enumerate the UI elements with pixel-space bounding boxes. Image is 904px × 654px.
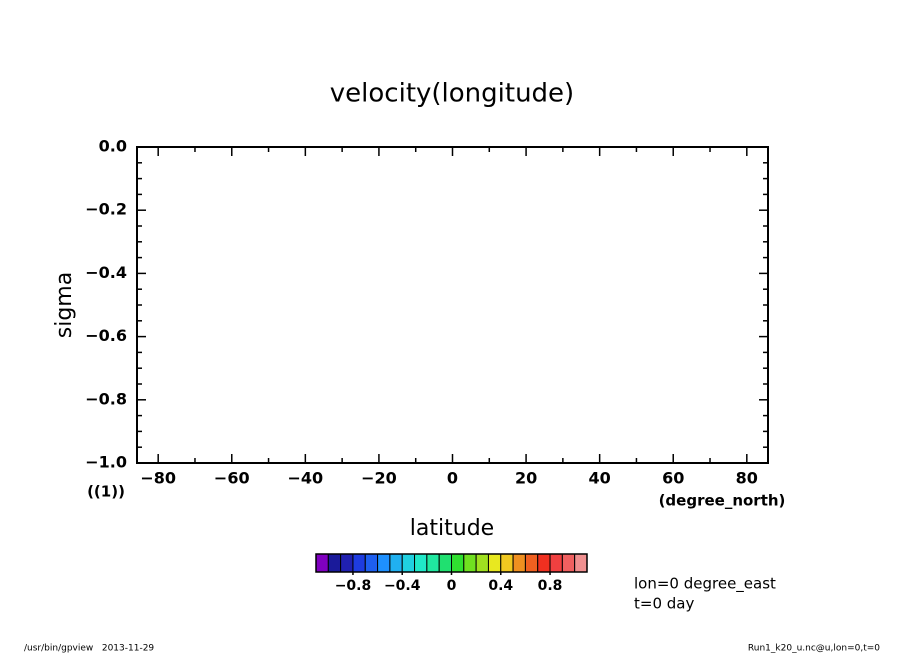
colorbar-swatch <box>377 553 391 573</box>
colorbar-tick-label: 0.4 <box>488 578 513 594</box>
y-tick-label: 0.0 <box>99 137 127 156</box>
colorbar-swatch <box>438 553 453 573</box>
y-tick-label: −0.8 <box>85 389 127 408</box>
colorbar-swatch <box>352 553 366 573</box>
colorbar-tick-label: −0.8 <box>335 578 372 594</box>
colorbar-tick-label: −0.4 <box>384 578 421 594</box>
colorbar-tick-label: 0 <box>447 578 457 594</box>
x-tick-label: 20 <box>515 469 537 488</box>
y-axis-unit: ((1)) <box>87 483 125 501</box>
x-tick-label: −20 <box>361 469 397 488</box>
colorbar-swatch <box>327 553 342 573</box>
colorbar-swatch <box>500 553 514 573</box>
colorbar-swatch <box>487 553 502 573</box>
colorbar-swatch <box>426 553 440 573</box>
x-tick-label: 80 <box>736 469 758 488</box>
colorbar-swatch <box>574 553 588 573</box>
annotation: t=0 day <box>634 595 694 613</box>
y-tick-label: −1.0 <box>85 453 127 472</box>
x-tick-label: 0 <box>447 469 458 488</box>
x-tick-label: −80 <box>140 469 176 488</box>
x-tick-label: −60 <box>214 469 250 488</box>
colorbar-swatch <box>414 553 428 573</box>
x-tick-label: 40 <box>589 469 611 488</box>
chart-title: velocity(longitude) <box>330 79 574 109</box>
colorbar-swatch <box>340 553 354 573</box>
colorbar-swatch <box>537 553 551 573</box>
colorbar-swatch <box>561 553 576 573</box>
colorbar-swatch <box>315 553 329 573</box>
x-axis-unit: (degree_north) <box>659 492 786 510</box>
y-tick-label: −0.4 <box>85 263 127 282</box>
footer: /usr/bin/gpview 2013-11-29 <box>24 644 154 654</box>
y-tick-label: −0.2 <box>85 200 127 219</box>
colorbar-swatch <box>512 553 526 573</box>
colorbar-swatch <box>475 553 489 573</box>
colorbar-tick-label: 0.8 <box>538 578 563 594</box>
colorbar-swatch <box>389 553 403 573</box>
y-axis-label: sigma <box>52 272 77 338</box>
colorbar-swatch <box>451 553 465 573</box>
colorbar-swatch <box>463 553 477 573</box>
x-tick-label: 60 <box>662 469 684 488</box>
colorbar-swatch <box>401 553 416 573</box>
x-tick-label: −40 <box>288 469 324 488</box>
annotation: lon=0 degree_east <box>634 575 776 594</box>
colorbar-swatch <box>524 553 539 573</box>
colorbar-swatch <box>364 553 379 573</box>
colorbar-swatch <box>549 553 563 573</box>
x-axis-label: latitude <box>410 516 494 541</box>
footer: Run1_k20_u.nc@u,lon=0,t=0 <box>748 644 880 654</box>
y-tick-label: −0.6 <box>85 326 127 345</box>
